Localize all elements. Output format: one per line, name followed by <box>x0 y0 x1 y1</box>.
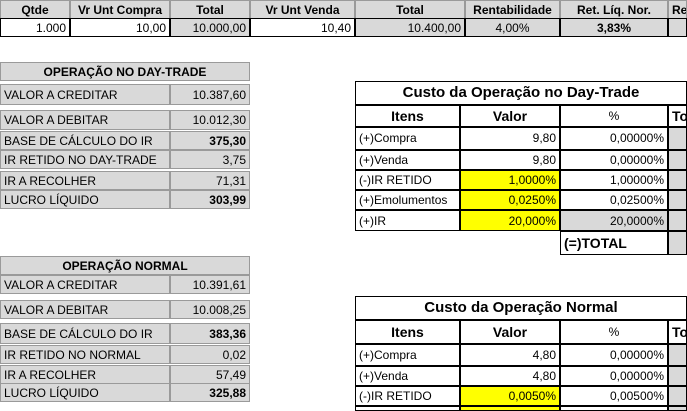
normal-label-debitar[interactable]: VALOR A DEBITAR <box>0 300 170 319</box>
custo-normal-total-venda[interactable] <box>668 366 687 386</box>
normal-label-ir-recolher[interactable]: IR A RECOLHER <box>0 365 170 384</box>
custo-normal-item-venda[interactable]: (+)Venda <box>355 366 460 386</box>
col-header-partial[interactable]: Re <box>668 0 687 19</box>
custo-daytrade-pct-emolumentos[interactable]: 0,02500% <box>560 190 668 210</box>
custo-daytrade-valor-ir-retido[interactable]: 1,0000% <box>460 170 560 190</box>
cell-vr-unt-compra[interactable]: 10,00 <box>70 18 170 37</box>
custo-daytrade-pct-compra[interactable]: 0,00000% <box>560 127 668 150</box>
custo-normal-pct-ir-retido[interactable]: 0,00500% <box>560 386 668 406</box>
normal-label-creditar[interactable]: VALOR A CREDITAR <box>0 275 170 294</box>
custo-daytrade-total-value[interactable] <box>668 231 687 255</box>
custo-normal-item-ir-retido[interactable]: (-)IR RETIDO <box>355 386 460 406</box>
custo-normal-item-next[interactable] <box>355 406 460 411</box>
custo-daytrade-total-label[interactable]: (=)TOTAL <box>560 231 668 255</box>
custo-normal-valor-ir-retido[interactable]: 0,0050% <box>460 386 560 406</box>
custo-daytrade-header-pct[interactable]: % <box>560 105 668 127</box>
custo-daytrade-title[interactable]: Custo da Operação no Day-Trade <box>355 81 687 105</box>
normal-value-lucro[interactable]: 325,88 <box>170 383 250 402</box>
col-header-qtde[interactable]: Qtde <box>0 0 70 19</box>
custo-daytrade-header-valor[interactable]: Valor <box>460 105 560 127</box>
normal-value-ir-retido[interactable]: 0,02 <box>170 345 250 364</box>
col-header-rentabilidade[interactable]: Rentabilidade <box>465 0 560 19</box>
custo-daytrade-valor-emolumentos[interactable]: 0,0250% <box>460 190 560 210</box>
custo-daytrade-total-ir-retido[interactable] <box>668 170 687 190</box>
cell-rentabilidade[interactable]: 4,00% <box>465 18 560 37</box>
daytrade-label-creditar[interactable]: VALOR A CREDITAR <box>0 84 170 105</box>
normal-value-debitar[interactable]: 10.008,25 <box>170 300 250 319</box>
daytrade-label-lucro[interactable]: LUCRO LÍQUIDO <box>0 190 170 209</box>
cell-vr-unt-venda[interactable]: 10,40 <box>250 18 355 37</box>
daytrade-value-creditar[interactable]: 10.387,60 <box>170 84 250 105</box>
daytrade-label-ir-recolher[interactable]: IR A RECOLHER <box>0 171 170 190</box>
daytrade-value-ir-recolher[interactable]: 71,31 <box>170 171 250 190</box>
col-header-total-compra[interactable]: Total <box>170 0 250 19</box>
daytrade-value-debitar[interactable]: 10.012,30 <box>170 110 250 130</box>
col-header-vr-unt-venda[interactable]: Vr Unt Venda <box>250 0 355 19</box>
custo-daytrade-total-ir[interactable] <box>668 210 687 231</box>
cell-ret-liq-nor[interactable]: 3,83% <box>560 18 668 37</box>
daytrade-value-ir-retido[interactable]: 3,75 <box>170 150 250 169</box>
custo-normal-valor-compra[interactable]: 4,80 <box>460 344 560 366</box>
custo-daytrade-pct-venda[interactable]: 0,00000% <box>560 150 668 170</box>
custo-normal-valor-venda[interactable]: 4,80 <box>460 366 560 386</box>
custo-daytrade-valor-venda[interactable]: 9,80 <box>460 150 560 170</box>
daytrade-value-base-ir[interactable]: 375,30 <box>170 131 250 150</box>
custo-daytrade-valor-compra[interactable]: 9,80 <box>460 127 560 150</box>
custo-daytrade-pct-ir-retido[interactable]: 1,00000% <box>560 170 668 190</box>
daytrade-label-ir-retido[interactable]: IR RETIDO NO DAY-TRADE <box>0 150 170 169</box>
daytrade-value-lucro[interactable]: 303,99 <box>170 190 250 209</box>
custo-daytrade-total-venda[interactable] <box>668 150 687 170</box>
custo-normal-pct-venda[interactable]: 0,00000% <box>560 366 668 386</box>
custo-daytrade-header-itens[interactable]: Itens <box>355 105 460 127</box>
custo-normal-item-compra[interactable]: (+)Compra <box>355 344 460 366</box>
normal-label-base-ir[interactable]: BASE DE CÁLCULO DO IR <box>0 323 170 344</box>
custo-normal-header-pct[interactable]: % <box>560 320 668 344</box>
cell-total-compra[interactable]: 10.000,00 <box>170 18 250 37</box>
custo-normal-pct-compra[interactable]: 0,00000% <box>560 344 668 366</box>
custo-normal-title[interactable]: Custo da Operação Normal <box>355 296 687 320</box>
custo-daytrade-item-compra[interactable]: (+)Compra <box>355 127 460 150</box>
normal-value-base-ir[interactable]: 383,36 <box>170 323 250 344</box>
custo-daytrade-pct-ir[interactable]: 20,0000% <box>560 210 668 231</box>
normal-value-creditar[interactable]: 10.391,61 <box>170 275 250 294</box>
custo-normal-valor-next[interactable] <box>460 406 560 411</box>
normal-label-ir-retido[interactable]: IR RETIDO NO NORMAL <box>0 345 170 364</box>
custo-normal-header-itens[interactable]: Itens <box>355 320 460 344</box>
custo-normal-total-compra[interactable] <box>668 344 687 366</box>
normal-value-ir-recolher[interactable]: 57,49 <box>170 365 250 384</box>
daytrade-label-debitar[interactable]: VALOR A DEBITAR <box>0 110 170 130</box>
custo-normal-total-next[interactable] <box>668 406 687 411</box>
col-header-ret-liq-nor[interactable]: Ret. Líq. Nor. <box>560 0 668 19</box>
normal-label-lucro[interactable]: LUCRO LÍQUIDO <box>0 383 170 402</box>
custo-daytrade-header-total[interactable]: To <box>668 105 687 127</box>
cell-partial[interactable] <box>668 18 687 37</box>
custo-daytrade-item-emolumentos[interactable]: (+)Emolumentos <box>355 190 460 210</box>
col-header-vr-unt-compra[interactable]: Vr Unt Compra <box>70 0 170 19</box>
custo-daytrade-total-compra[interactable] <box>668 127 687 150</box>
daytrade-label-base-ir[interactable]: BASE DE CÁLCULO DO IR <box>0 131 170 150</box>
custo-daytrade-valor-ir[interactable]: 20,000% <box>460 210 560 231</box>
custo-normal-header-total[interactable]: To <box>668 320 687 344</box>
custo-daytrade-item-ir[interactable]: (+)IR <box>355 210 460 231</box>
normal-title[interactable]: OPERAÇÃO NORMAL <box>0 256 250 275</box>
custo-normal-total-ir-retido[interactable] <box>668 386 687 406</box>
custo-daytrade-total-emolumentos[interactable] <box>668 190 687 210</box>
daytrade-title[interactable]: OPERAÇÃO NO DAY-TRADE <box>0 62 250 81</box>
custo-normal-pct-next[interactable] <box>560 406 668 411</box>
custo-daytrade-item-venda[interactable]: (+)Venda <box>355 150 460 170</box>
custo-daytrade-item-ir-retido[interactable]: (-)IR RETIDO <box>355 170 460 190</box>
col-header-total-venda[interactable]: Total <box>355 0 465 19</box>
custo-normal-header-valor[interactable]: Valor <box>460 320 560 344</box>
cell-qtde[interactable]: 1.000 <box>0 18 70 37</box>
cell-total-venda[interactable]: 10.400,00 <box>355 18 465 37</box>
